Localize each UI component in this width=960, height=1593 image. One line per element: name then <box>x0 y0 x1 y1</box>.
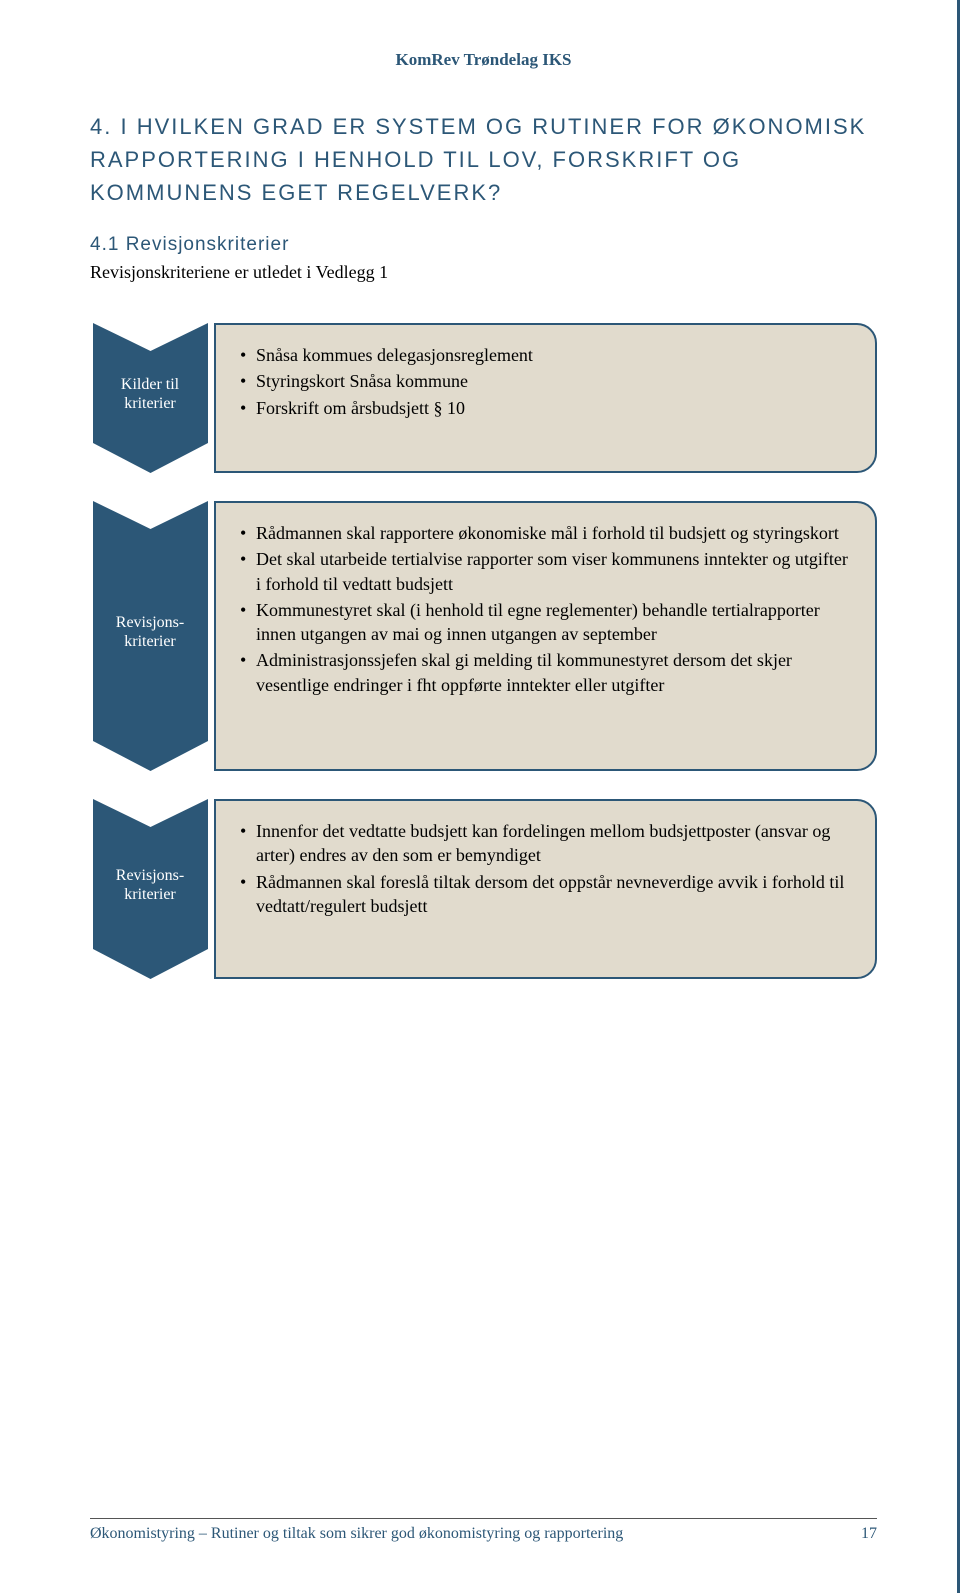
section-title-text: I HVILKEN GRAD ER SYSTEM OG RUTINER FOR … <box>90 114 866 205</box>
chevron-container: Kilder til kriterier <box>90 323 210 473</box>
page-footer: Økonomistyring – Rutiner og tiltak som s… <box>90 1518 877 1543</box>
list-item: Styringskort Snåsa kommune <box>240 369 851 393</box>
info-box: Innenfor det vedtatte budsjett kan forde… <box>214 799 877 979</box>
document-header: KomRev Trøndelag IKS <box>90 50 877 70</box>
list-item: Kommunestyret skal (i henhold til egne r… <box>240 598 851 647</box>
block-row: Revisjons-kriterier Innenfor det vedtatt… <box>90 799 877 979</box>
footer-text: Økonomistyring – Rutiner og tiltak som s… <box>90 1525 623 1543</box>
chevron-label: Kilder til kriterier <box>100 375 200 413</box>
info-box: Snåsa kommues delegasjonsreglementStyrin… <box>214 323 877 473</box>
info-list: Rådmannen skal rapportere økonomiske mål… <box>240 521 851 697</box>
list-item: Innenfor det vedtatte budsjett kan forde… <box>240 819 851 868</box>
subsection-text: Revisjonskriteriene er utledet i Vedlegg… <box>90 262 877 283</box>
chevron-label: Revisjons-kriterier <box>100 866 200 904</box>
list-item: Rådmannen skal foreslå tiltak dersom det… <box>240 870 851 919</box>
blocks-container: Kilder til kriterier Snåsa kommues deleg… <box>90 323 877 979</box>
list-item: Snåsa kommues delegasjonsreglement <box>240 343 851 367</box>
section-number: 4. <box>90 114 112 139</box>
block-row: Kilder til kriterier Snåsa kommues deleg… <box>90 323 877 473</box>
chevron-shape: Revisjons-kriterier <box>93 501 208 771</box>
chevron-container: Revisjons-kriterier <box>90 799 210 979</box>
chevron-label: Revisjons-kriterier <box>100 613 200 651</box>
info-list: Innenfor det vedtatte budsjett kan forde… <box>240 819 851 918</box>
chevron-container: Revisjons-kriterier <box>90 501 210 771</box>
page-number: 17 <box>861 1525 877 1543</box>
section-title: 4. I HVILKEN GRAD ER SYSTEM OG RUTINER F… <box>90 110 877 209</box>
list-item: Det skal utarbeide tertialvise rapporter… <box>240 547 851 596</box>
block-row: Revisjons-kriterier Rådmannen skal rappo… <box>90 501 877 771</box>
chevron-shape: Revisjons-kriterier <box>93 799 208 979</box>
list-item: Forskrift om årsbudsjett § 10 <box>240 396 851 420</box>
info-list: Snåsa kommues delegasjonsreglementStyrin… <box>240 343 851 420</box>
subsection-heading: 4.1 Revisjonskriterier <box>90 234 877 256</box>
chevron-shape: Kilder til kriterier <box>93 323 208 473</box>
list-item: Administrasjonssjefen skal gi melding ti… <box>240 648 851 697</box>
list-item: Rådmannen skal rapportere økonomiske mål… <box>240 521 851 545</box>
info-box: Rådmannen skal rapportere økonomiske mål… <box>214 501 877 771</box>
